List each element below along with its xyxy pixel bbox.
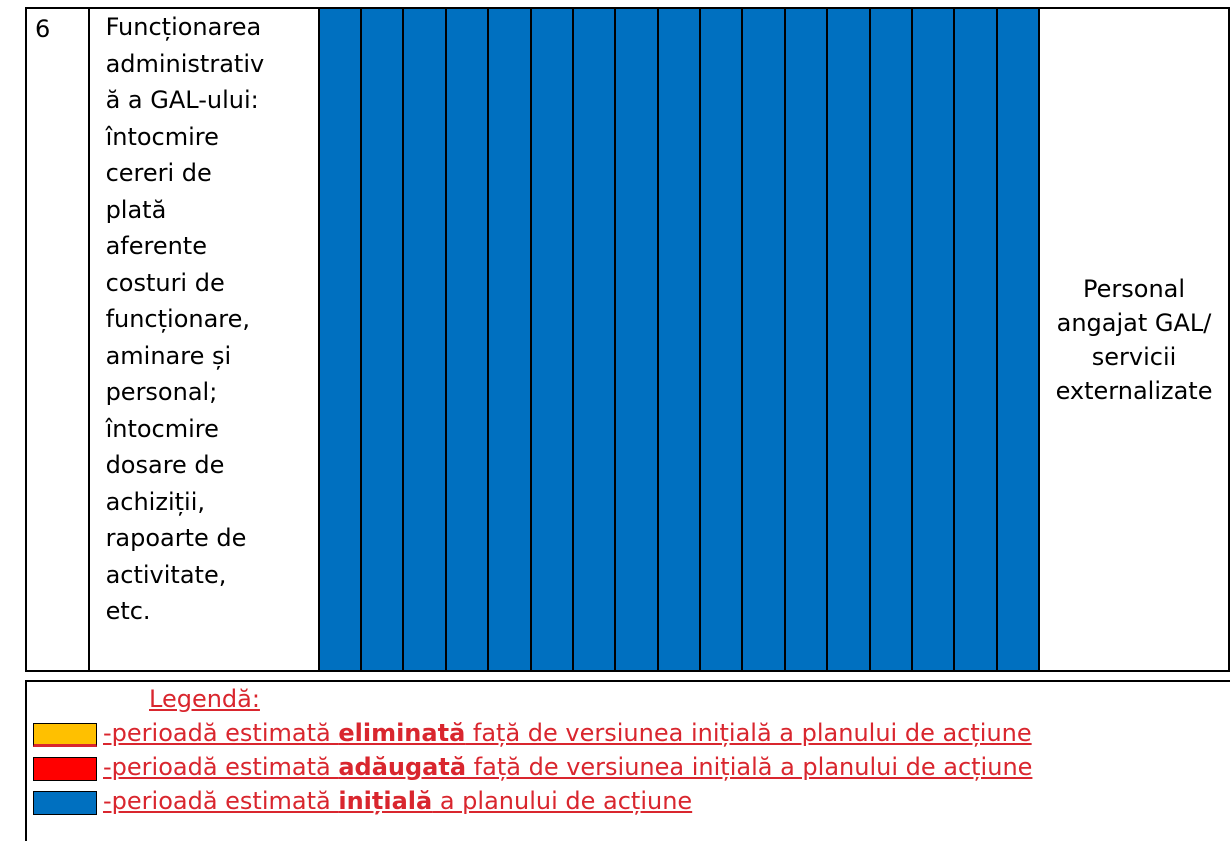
legend: Legendă: -perioadă estimată eliminată fa… bbox=[25, 680, 1230, 841]
period-cell bbox=[953, 7, 998, 672]
activity-lines: Funcționarea administrativ ă a GAL-ului: în… bbox=[106, 9, 318, 630]
period-cell bbox=[614, 7, 659, 672]
text-line: plată bbox=[105, 195, 167, 224]
text-line: servicii bbox=[1091, 342, 1177, 371]
text-line: administrativ bbox=[105, 49, 265, 78]
period-cell bbox=[402, 7, 447, 672]
table-row: 6 Funcționarea administrativ ă a GAL-ului:… bbox=[25, 7, 1230, 672]
activity-description: Funcționarea administrativ ă a GAL-ului: în… bbox=[87, 7, 320, 672]
text-line: dosare de bbox=[105, 451, 225, 479]
text-line: aferente bbox=[105, 232, 207, 260]
legend-item-initial: -perioadă estimată inițială a planului d… bbox=[27, 784, 1207, 818]
legend-text: -perioadă estimată inițială a planului d… bbox=[103, 787, 693, 815]
legend-title: Legendă: bbox=[149, 685, 260, 713]
period-cell bbox=[868, 7, 913, 672]
legend-item-eliminated: -perioadă estimată eliminată față de ver… bbox=[27, 716, 1207, 750]
period-cell bbox=[826, 7, 871, 672]
text-line: externalizate bbox=[1055, 376, 1213, 405]
period-cell bbox=[656, 7, 702, 672]
text-line: activitate, bbox=[105, 560, 227, 589]
responsible-party: Personal angajat GAL/servicii externalizat… bbox=[1038, 7, 1230, 672]
legend-item-added: -perioadă estimată adăugată față de vers… bbox=[27, 750, 1207, 784]
text-line: etc. bbox=[105, 597, 151, 625]
text-line: Funcționarea bbox=[105, 13, 262, 41]
legend-swatch-blue bbox=[33, 791, 97, 815]
period-cell bbox=[571, 7, 617, 672]
row-number: 6 bbox=[25, 7, 90, 672]
period-cell bbox=[995, 7, 1041, 672]
period-cell bbox=[741, 7, 786, 672]
legend-swatch-red bbox=[33, 757, 97, 781]
responsible-lines: Personal angajat GAL/servicii externalizat… bbox=[1040, 272, 1228, 408]
legend-text: -perioadă estimată adăugată față de vers… bbox=[103, 753, 1033, 781]
period-cell bbox=[699, 7, 744, 672]
text-line: rapoarte de bbox=[105, 524, 247, 552]
legend-swatch-yellow bbox=[33, 723, 97, 747]
text-line: întocmire bbox=[105, 122, 219, 151]
text-line: întocmire bbox=[105, 414, 219, 443]
period-cell bbox=[444, 7, 490, 672]
period-cell bbox=[529, 7, 574, 672]
period-cell bbox=[317, 7, 363, 672]
period-cell bbox=[783, 7, 829, 672]
text-line: angajat GAL/ bbox=[1056, 308, 1212, 337]
legend-text: -perioadă estimată eliminată față de ver… bbox=[103, 719, 1032, 747]
text-line: cereri de bbox=[105, 159, 212, 187]
period-cell bbox=[910, 7, 956, 672]
text-line: aminare și bbox=[105, 341, 232, 370]
action-plan-table: 6 Funcționarea administrativ ă a GAL-ului:… bbox=[25, 7, 1230, 672]
text-line: personal; bbox=[105, 378, 218, 406]
text-line: costuri de bbox=[105, 268, 225, 297]
period-cell bbox=[487, 7, 532, 672]
text-line: achiziții, bbox=[105, 487, 205, 516]
text-line: funcționare, bbox=[105, 305, 251, 333]
text-line: ă a GAL-ului: bbox=[105, 86, 259, 114]
period-cell bbox=[360, 7, 405, 672]
text-line: Personal bbox=[1083, 274, 1186, 303]
